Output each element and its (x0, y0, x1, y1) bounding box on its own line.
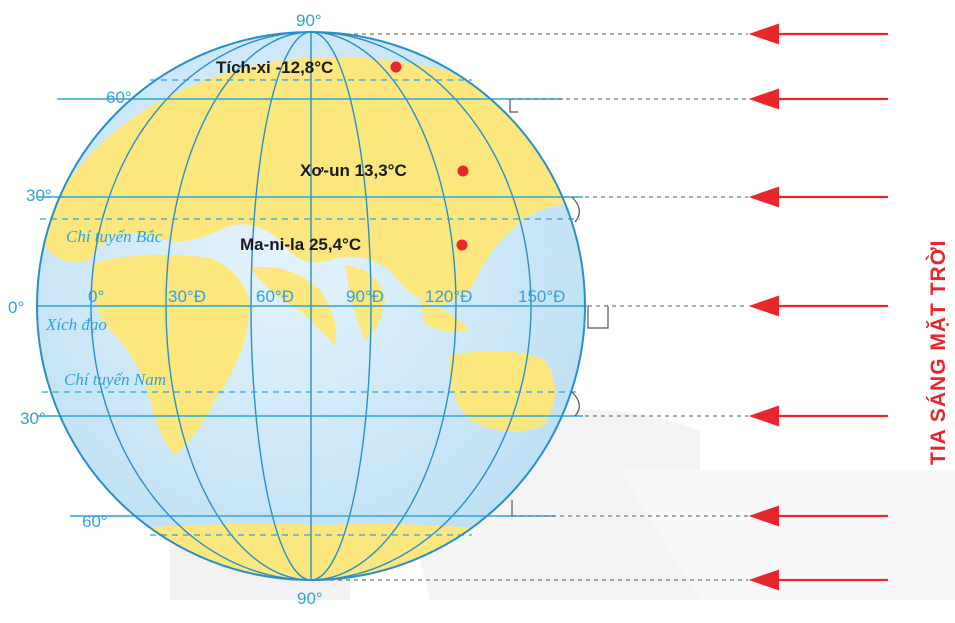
philippines-land (440, 260, 453, 290)
lat-label-60n: 60° (106, 88, 132, 107)
angle-mark (587, 306, 609, 329)
india-land (345, 265, 385, 340)
arctic-island (440, 70, 480, 95)
sun-ray-arrow (748, 88, 888, 110)
tropic-south-label: Chí tuyến Nam (64, 370, 166, 389)
globe-outline (36, 31, 586, 581)
sun-ray-arrow (748, 405, 888, 427)
angle-marks (509, 99, 609, 516)
lon-label: 0° (88, 287, 104, 306)
city-label-manila: Ma-ni-la 25,4°C (240, 235, 361, 254)
city-label-tiksi: Tích-xi -12,8°C (216, 58, 333, 77)
city-label-seoul: Xơ-un 13,3°C (300, 161, 407, 180)
sun-ray-arrow (748, 23, 888, 45)
lat-label-north-pole: 90° (296, 11, 322, 30)
antarctica-land (60, 523, 560, 580)
lon-label: 30°Đ (168, 287, 206, 306)
sun-rays (748, 23, 888, 591)
eurasia-land (40, 57, 585, 305)
australia-land (449, 351, 555, 432)
lon-label: 90°Đ (346, 287, 384, 306)
city-marker-tiksi (390, 61, 402, 73)
city-marker-seoul (457, 165, 469, 177)
angle-mark (571, 196, 580, 223)
tropic-lines (40, 79, 580, 536)
lat-label-equator: 0° (8, 298, 24, 317)
parallels (37, 98, 587, 517)
africa-land (92, 254, 250, 455)
lat-label-30s: 30° (20, 409, 46, 428)
angle-mark (571, 391, 580, 417)
sun-ray-arrow (748, 186, 888, 208)
city-marker-manila (456, 239, 468, 251)
lon-label: 120°Đ (425, 287, 472, 306)
sun-rays-label: TIA SÁNG MẶT TRỜI (926, 240, 950, 465)
ray-guides (330, 33, 748, 581)
sun-ray-arrow (748, 505, 888, 527)
lat-label-south-pole: 90° (297, 589, 323, 608)
lat-label-30n: 30° (26, 186, 52, 205)
sun-ray-arrow (748, 295, 888, 317)
lon-label: 150°Đ (518, 287, 565, 306)
globe (36, 31, 587, 581)
lat-label-60s: 60° (82, 512, 108, 531)
sun-ray-arrow (748, 569, 888, 591)
tropic-north-label: Chí tuyến Bắc (66, 227, 163, 246)
lon-label: 60°Đ (256, 287, 294, 306)
angle-mark (509, 99, 518, 113)
land-masses (40, 57, 585, 580)
sea-islands (420, 300, 470, 332)
equator-label: Xích đạo (45, 315, 107, 334)
